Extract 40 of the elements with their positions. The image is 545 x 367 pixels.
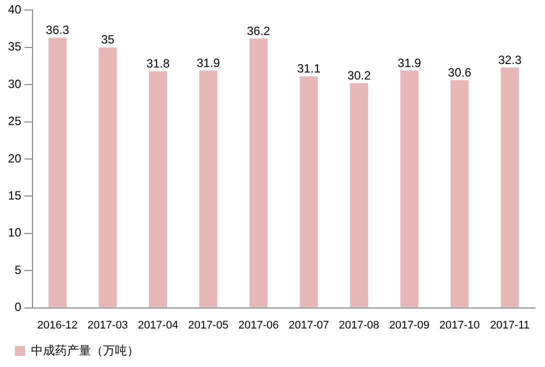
x-tick-label: 2017-07 (288, 319, 329, 332)
y-tick-label: 10 (8, 226, 22, 240)
bar (400, 70, 418, 308)
data-label: 31.9 (196, 56, 220, 70)
y-tick-label: 25 (8, 114, 22, 128)
data-label: 31.9 (398, 56, 422, 70)
legend-label: 中成药产量（万吨） (31, 343, 139, 358)
bar (300, 76, 318, 308)
x-tick-label: 2017-11 (490, 319, 530, 332)
data-label: 31.1 (297, 62, 321, 76)
bar (500, 67, 519, 308)
bar (148, 71, 168, 308)
bar (249, 38, 268, 308)
x-tick-label: 2017-04 (138, 319, 178, 332)
y-tick-label: 0 (14, 300, 22, 314)
bar (450, 80, 469, 308)
y-tick-label: 40 (8, 2, 22, 17)
bar (98, 47, 117, 308)
x-tick-label: 2017-10 (439, 319, 480, 332)
x-tick-label: 2017-09 (389, 319, 430, 332)
data-label: 35 (101, 32, 115, 47)
y-tick-label: 30 (8, 76, 22, 91)
y-tick-label: 15 (8, 188, 22, 203)
data-label: 32.3 (498, 52, 522, 67)
bar (48, 38, 67, 308)
data-label: 31.8 (146, 56, 170, 71)
bar (350, 83, 368, 308)
x-tick-label: 2017-08 (338, 319, 380, 332)
x-tick-label: 2017-05 (188, 319, 228, 332)
bar (199, 70, 218, 308)
x-tick-label: 2016-12 (37, 319, 78, 332)
data-label: 30.2 (347, 68, 372, 82)
y-tick-label: 5 (14, 262, 22, 277)
y-tick-label: 35 (8, 40, 22, 54)
y-tick-label: 20 (8, 151, 22, 166)
data-label: 36.3 (46, 23, 70, 38)
x-tick-label: 2017-03 (88, 319, 128, 332)
data-label: 36.2 (246, 24, 271, 38)
x-tick-label: 2017-06 (238, 319, 279, 332)
data-label: 30.6 (448, 65, 472, 80)
